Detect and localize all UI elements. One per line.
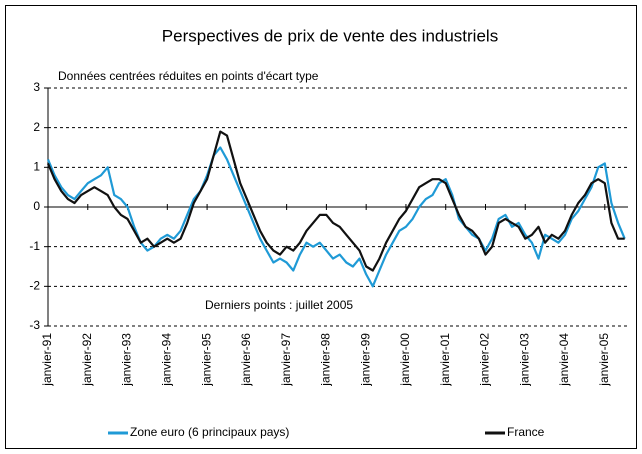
x-tick-label: janvier-92 bbox=[80, 333, 94, 387]
y-tick-label: -2 bbox=[29, 279, 40, 293]
y-tick-label: -1 bbox=[29, 239, 40, 253]
y-tick-label: 1 bbox=[33, 160, 40, 174]
series-line bbox=[46, 146, 626, 288]
x-tick-label: janvier-98 bbox=[319, 333, 333, 387]
subtitle: Données centrées réduites en points d'éc… bbox=[58, 69, 319, 83]
annotation: Derniers points : juillet 2005 bbox=[205, 298, 353, 312]
x-tick-label: janvier-91 bbox=[40, 333, 54, 387]
x-tick-label: janvier-96 bbox=[239, 333, 253, 387]
x-tick-label: janvier-93 bbox=[120, 333, 134, 387]
x-tick-label: janvier-99 bbox=[358, 333, 372, 387]
x-tick-label: janvier-94 bbox=[159, 333, 173, 387]
x-tick-label: janvier-05 bbox=[597, 333, 611, 387]
x-tick-label: janvier-01 bbox=[438, 333, 452, 387]
x-tick-label: janvier-03 bbox=[517, 333, 531, 387]
chart-title: Perspectives de prix de vente des indust… bbox=[162, 26, 498, 45]
x-tick-label: janvier-02 bbox=[478, 333, 492, 387]
y-tick-label: 0 bbox=[33, 199, 40, 213]
y-tick-label: -3 bbox=[29, 318, 40, 332]
legend-label: France bbox=[507, 425, 545, 439]
x-tick-label: janvier-95 bbox=[199, 333, 213, 387]
legend-label: Zone euro (6 principaux pays) bbox=[130, 425, 289, 439]
x-tick-label: janvier-97 bbox=[279, 333, 293, 387]
x-tick-label: janvier-00 bbox=[398, 333, 412, 387]
frame bbox=[5, 5, 637, 449]
series-line bbox=[46, 130, 625, 272]
x-tick-label: janvier-04 bbox=[557, 333, 571, 387]
y-tick-label: 3 bbox=[33, 80, 40, 94]
y-tick-label: 2 bbox=[33, 120, 40, 134]
